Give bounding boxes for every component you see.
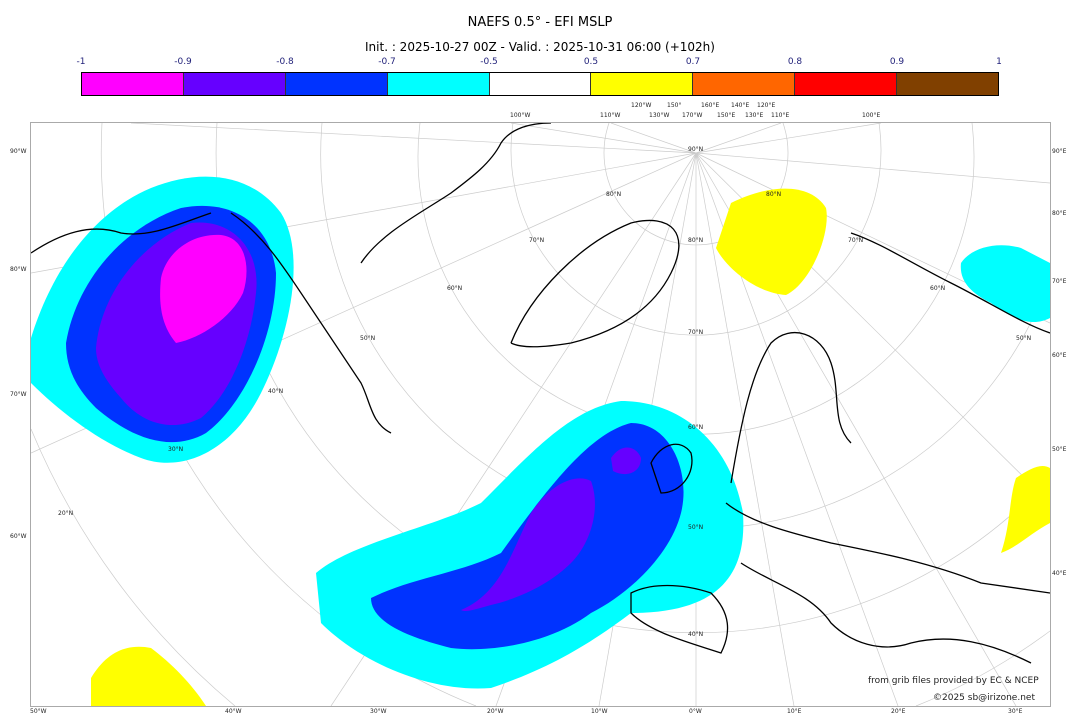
grid-label: 90°N [688,146,704,153]
grid-label: 60°N [447,285,463,292]
grid-label: 70°E [1052,278,1067,285]
grid-label: 30°W [370,708,387,715]
colorbar-segment [489,73,592,95]
colorbar-segment [795,73,898,95]
grid-label: 80°W [10,266,27,273]
map-canvas [31,123,1050,706]
grid-label: 50°N [360,335,376,342]
efi-anomaly-asia [960,245,1050,323]
grid-label: 110°W [600,112,621,119]
grid-label: 160°E [701,102,720,109]
colorbar-tick-label: 0.8 [787,57,803,67]
grid-label: 150° [667,102,682,109]
grid-label: 90°W [10,148,27,155]
grid-label: 80°N [766,191,782,198]
grid-label: 70°W [10,391,27,398]
grid-label: 30°E [1008,708,1023,715]
grid-label: 60°W [10,533,27,540]
colorbar-tick-label: 1 [996,57,1002,67]
grid-label: 50°E [1052,446,1067,453]
credit-copyright: ©2025 sb@irizone.net [933,693,1035,703]
grid-label: 0°W [689,708,702,715]
grid-label: 60°N [930,285,946,292]
colorbar-tick-label: -0.8 [276,57,294,67]
grid-label: 130°E [745,112,764,119]
grid-label: 120°W [631,102,652,109]
colorbar-segment [591,73,694,95]
grid-label: 40°N [688,631,704,638]
grid-label: 40°E [1052,570,1067,577]
grid-label: 100°E [862,112,881,119]
grid-label: 50°N [1016,335,1032,342]
grid-label: 10°E [787,708,802,715]
efi-anomaly-atlantic [316,401,744,689]
grid-label: 50°W [30,708,47,715]
grid-label: 90°E [1052,148,1067,155]
grid-label: 60°E [1052,352,1067,359]
grid-label: 20°N [58,510,74,517]
efi-anomaly-pacific [31,176,294,463]
grid-label: 40°N [268,388,284,395]
grid-label: 20°E [891,708,906,715]
credit-source: from grib files provided by EC & NCEP [868,676,1039,686]
grid-label: 150°E [717,112,736,119]
map-area [30,122,1051,707]
grid-label: 70°N [529,237,545,244]
grid-label: 30°N [168,446,184,453]
colorbar-tick-label: -0.7 [378,57,396,67]
grid-label: 80°N [606,191,622,198]
colorbar-segment [82,73,184,95]
grid-label: 80°N [688,237,704,244]
colorbar-segment [693,73,796,95]
map-title: NAEFS 0.5° - EFI MSLP [467,15,613,30]
colorbar-tick-label: -0.9 [174,57,192,67]
colorbar [81,72,999,96]
colorbar-tick-label: -1 [76,57,86,67]
colorbar-tick-label: 0.5 [583,57,599,67]
grid-label: 120°E [757,102,776,109]
grid-label: 110°E [771,112,790,119]
colorbar-segment [897,73,999,95]
colorbar-segment [285,73,388,95]
grid-label: 140°E [731,102,750,109]
efi-positive-anomalies [91,188,1050,706]
coastlines [31,123,1050,664]
grid-label: 60°N [688,424,704,431]
grid-label: 20°W [487,708,504,715]
colorbar-segment [183,73,286,95]
colorbar-segment [387,73,490,95]
grid-label: 50°N [688,524,704,531]
grid-label: 130°W [649,112,670,119]
colorbar-tick-label: 0.9 [889,57,905,67]
grid-label: 40°W [225,708,242,715]
map-subtitle: Init. : 2025-10-27 00Z - Valid. : 2025-1… [365,40,715,54]
colorbar-tick-label: 0.7 [685,57,701,67]
grid-label: 10°W [591,708,608,715]
grid-label: 70°N [688,329,704,336]
colorbar-tick-label: -0.5 [480,57,498,67]
grid-label: 80°E [1052,210,1067,217]
grid-label: 70°N [848,237,864,244]
grid-label: 170°W [682,112,703,119]
grid-label: 100°W [510,112,531,119]
